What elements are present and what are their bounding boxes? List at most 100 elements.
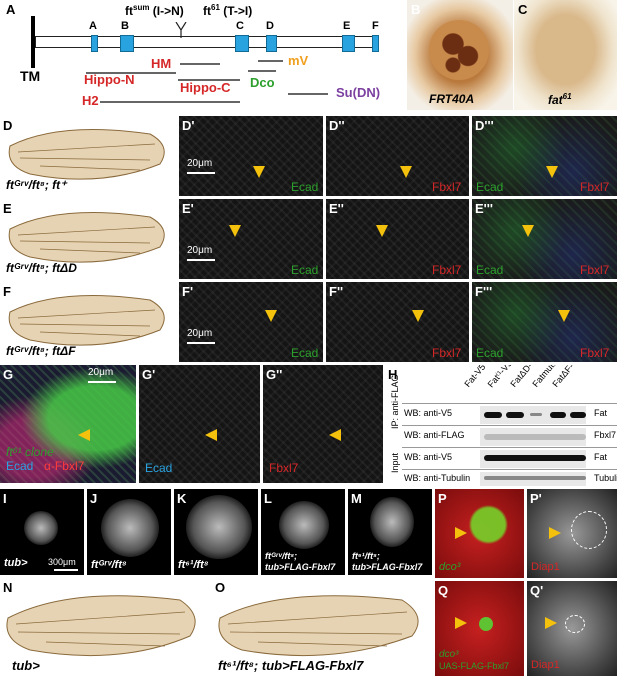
arrowhead-icon xyxy=(522,225,534,237)
panel-m: M ft⁶¹/ft⁸; tub>FLAG-Fbxl7 xyxy=(348,489,432,575)
panel-label-d3: D''' xyxy=(475,118,494,133)
stain-label: Fbxl7 xyxy=(432,346,462,360)
panel-b-caption: FRT40A xyxy=(429,92,475,106)
panel-e2: E'' Fbxl7 xyxy=(326,199,469,279)
arrowhead-icon xyxy=(400,166,412,178)
panel-j: J ftᴳʳᵛ/ft⁸ xyxy=(87,489,171,575)
panel-e1: E' 20μm Ecad xyxy=(179,199,323,279)
domain-label-f: F xyxy=(372,20,379,32)
mutation-61-label: ft61 (T->I) xyxy=(203,3,253,18)
panel-label-p: P xyxy=(438,491,447,506)
arrowhead-icon xyxy=(253,166,265,178)
blot-row: WB: anti-V5 Fat xyxy=(402,403,617,426)
panel-label-o: O xyxy=(215,580,226,595)
fragment-dco-label: Dco xyxy=(250,75,275,90)
panel-l: L ftᴳʳᵛ/ft⁸; tub>FLAG-Fbxl7 xyxy=(261,489,345,575)
stain-label: Fbxl7 xyxy=(432,263,462,277)
fragment-mv-line xyxy=(258,60,283,62)
scale-label: 20μm xyxy=(187,245,213,256)
caption-m-2: tub>FLAG-Fbxl7 xyxy=(352,562,423,572)
scale-label: 20μm xyxy=(88,367,114,378)
wing-image xyxy=(218,595,419,657)
panel-label-f: F xyxy=(3,284,11,299)
blot-row: WB: anti-FLAG Fbxl7 xyxy=(402,425,617,448)
panel-label-f3: F''' xyxy=(475,284,493,299)
wb-label: WB: anti-Tubulin xyxy=(404,473,471,483)
target-label: Fat xyxy=(594,452,608,462)
fragment-hippo-c-line xyxy=(178,79,240,81)
caption-k: ft⁶¹/ft⁸ xyxy=(178,559,209,571)
stain-label: Ecad xyxy=(291,346,319,360)
panel-label-d1: D' xyxy=(182,118,195,133)
arrowhead-icon xyxy=(205,429,217,441)
caption-m-1: ft⁶¹/ft⁸; xyxy=(352,551,380,561)
fragment-h2-line xyxy=(100,101,240,103)
wing-disc-image xyxy=(279,501,329,549)
ecad-label: Ecad xyxy=(6,459,34,473)
arrowhead-icon xyxy=(78,429,90,441)
fragment-hippo-c-label: Hippo-C xyxy=(180,80,231,95)
domain-a xyxy=(91,35,98,52)
stain-label-a: Ecad xyxy=(476,346,504,360)
fbxl7-label: α-Fbxl7 xyxy=(44,459,85,473)
panel-label-e2: E'' xyxy=(329,201,344,216)
panel-label-g: G xyxy=(3,367,14,382)
panel-p2: P' Diap1 xyxy=(527,489,617,578)
panel-label-f1: F' xyxy=(182,284,194,299)
panel-h: H Fat-V5 Fat⁽¹-V5 FatΔD-V5 FatmutF-V5 Fa… xyxy=(386,365,617,487)
blot-band xyxy=(484,455,586,461)
caption-j: ftᴳʳᵛ/ft⁸ xyxy=(91,559,127,571)
caption-o: ft⁶¹/ft⁸; tub>FLAG-Fbxl7 xyxy=(218,658,364,673)
fragment-hm-label: HM xyxy=(151,56,172,71)
panel-label-i: I xyxy=(3,491,7,506)
fragment-mv-label: mV xyxy=(288,53,309,68)
fragment-dco-line xyxy=(248,70,276,72)
wb-label: WB: anti-V5 xyxy=(404,452,453,462)
panel-label-q: Q xyxy=(438,583,449,598)
eye-pattern xyxy=(429,20,489,80)
panel-g1: G' Ecad xyxy=(139,365,260,483)
caption-p2: Diap1 xyxy=(531,561,560,573)
panel-e: E ftᴳʳᵛ/ft⁸; ftΔD xyxy=(0,199,176,279)
panel-label-g1: G' xyxy=(142,367,156,382)
arrowhead-icon xyxy=(558,310,570,322)
domain-label-e: E xyxy=(343,20,351,32)
panel-label-g2: G'' xyxy=(266,367,283,382)
arrowhead-icon xyxy=(546,166,558,178)
scale-label: 300μm xyxy=(48,557,76,567)
genotype-d: ftᴳʳᵛ/ft⁸; ft⁺ xyxy=(6,178,67,192)
panel-label-p2: P' xyxy=(530,491,542,506)
wing-disc-image xyxy=(101,499,159,557)
caption-q-2: UAS-FLAG-Fbxl7 xyxy=(439,661,510,671)
panel-g2: G'' Fbxl7 xyxy=(263,365,383,483)
fragment-su-dn-label: Su(DN) xyxy=(336,85,381,100)
arrowhead-icon xyxy=(549,527,561,539)
arrowhead-icon xyxy=(455,617,467,629)
panel-b: B FRT40A xyxy=(407,0,513,110)
blot-row: WB: anti-Tubulin Tubulin xyxy=(402,469,617,487)
caption-p: dco³ xyxy=(439,561,461,573)
target-label: Fat xyxy=(594,408,608,418)
panel-label-b: B xyxy=(411,2,421,17)
lane-label: Fat-V5 xyxy=(462,365,488,389)
clone-label: ft⁶¹ clone xyxy=(6,445,54,459)
caption-l-2: tub>FLAG-Fbxl7 xyxy=(265,562,336,572)
arrowhead-icon xyxy=(229,225,241,237)
scale-label: 20μm xyxy=(187,328,213,339)
stain-label-b: Fbxl7 xyxy=(580,180,610,194)
blot-band xyxy=(484,476,586,480)
panel-e3: E''' Ecad Fbxl7 xyxy=(472,199,617,279)
panel-label-e: E xyxy=(3,201,12,216)
protein-bar xyxy=(35,36,379,48)
arrowhead-icon xyxy=(455,527,467,539)
panel-label-a: A xyxy=(6,2,16,17)
clone-outline xyxy=(565,615,585,633)
scale-bar xyxy=(54,569,78,571)
domain-e xyxy=(342,35,355,52)
clone-spot xyxy=(479,617,493,631)
panel-label-k: K xyxy=(177,491,187,506)
panel-label-e1: E' xyxy=(182,201,194,216)
panel-d1: D' 20μm Ecad xyxy=(179,116,323,196)
caption-l-1: ftᴳʳᵛ/ft⁸; xyxy=(265,551,298,561)
domain-d xyxy=(266,35,277,52)
